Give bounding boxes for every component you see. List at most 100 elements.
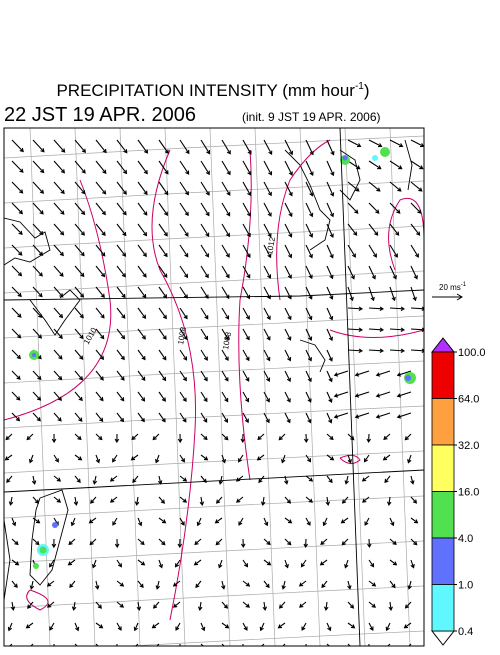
wind-vector xyxy=(195,580,202,589)
colorbar-label: 32.0 xyxy=(458,440,479,452)
wind-vector xyxy=(73,496,79,506)
wind-vector xyxy=(305,202,314,218)
wind-vector xyxy=(53,349,63,360)
wind-vector xyxy=(137,517,143,527)
wind-vector xyxy=(347,265,355,280)
wind-vector xyxy=(133,622,139,632)
wind-vector xyxy=(116,412,125,423)
wind-vector xyxy=(137,328,146,340)
wind-vector xyxy=(347,160,361,170)
wind-vector xyxy=(384,475,391,484)
wind-vector xyxy=(242,307,250,320)
wind-vector xyxy=(179,370,187,382)
wind-vector xyxy=(368,202,380,214)
colorbar-label: 1.0 xyxy=(458,580,473,592)
wind-vector xyxy=(263,412,270,424)
wind-vector xyxy=(158,496,165,504)
wind-vector xyxy=(389,265,397,280)
wind-vector xyxy=(256,454,265,461)
wind-vector xyxy=(354,412,370,419)
wind-vector xyxy=(179,349,188,361)
wind-vector xyxy=(179,517,185,526)
wind-vector xyxy=(344,475,349,485)
wind-vector xyxy=(284,307,292,321)
wind-vector xyxy=(89,538,97,546)
wind-vector xyxy=(262,601,268,611)
wind-vector xyxy=(95,307,105,319)
grid-line xyxy=(4,450,424,474)
wind-vector xyxy=(179,328,188,341)
wind-vector xyxy=(242,349,250,362)
wind-vector xyxy=(199,496,205,506)
wind-vector xyxy=(301,622,307,631)
wind-vector xyxy=(263,370,271,382)
wind-vector xyxy=(347,454,352,464)
vector-scale: 20 ms-1 xyxy=(439,282,467,292)
wind-vector xyxy=(347,580,352,590)
wind-vector xyxy=(95,643,99,646)
wind-vector xyxy=(130,454,139,461)
valid-time: 22 JST 19 APR. 2006 xyxy=(4,104,196,126)
wind-vector xyxy=(319,559,328,566)
wind-vector xyxy=(95,433,103,441)
wind-vector xyxy=(53,412,62,422)
wind-vector xyxy=(53,454,59,463)
wind-vector xyxy=(116,160,128,175)
wind-vector xyxy=(116,244,127,257)
wind-vector xyxy=(410,538,418,546)
wind-vector xyxy=(74,349,84,360)
wind-vector xyxy=(95,349,105,361)
wind-vector xyxy=(11,580,18,588)
wind-vector xyxy=(410,496,418,504)
wind-vector xyxy=(53,496,62,503)
wind-vector xyxy=(221,307,230,320)
wind-vector xyxy=(11,559,20,566)
wind-vector xyxy=(305,160,314,177)
wind-vector xyxy=(221,601,229,609)
wind-vector xyxy=(137,391,146,402)
wind-vector xyxy=(368,559,375,568)
wind-vector xyxy=(158,265,168,278)
wind-vector xyxy=(95,391,104,402)
contour-label: 1012 xyxy=(265,236,277,256)
wind-vector xyxy=(242,265,251,279)
wind-vector xyxy=(410,306,424,311)
wind-vector xyxy=(158,517,167,524)
wind-vector xyxy=(152,433,160,441)
wind-vector xyxy=(109,475,118,482)
wind-vector xyxy=(53,307,64,319)
contour-label: 1008 xyxy=(221,331,233,351)
grid-line xyxy=(209,128,231,646)
wind-vector xyxy=(32,139,45,153)
wind-vector xyxy=(74,223,85,236)
wind-vector xyxy=(284,181,293,197)
wind-vector xyxy=(278,433,286,441)
colorbar-over xyxy=(430,337,456,353)
wind-vector xyxy=(389,202,401,214)
wind-vector xyxy=(410,475,415,485)
wind-vector xyxy=(368,348,385,353)
wind-vector xyxy=(326,412,333,424)
wind-vector xyxy=(299,601,307,608)
wind-vector xyxy=(32,412,41,422)
wind-vector xyxy=(300,559,307,568)
wind-vector xyxy=(347,327,364,332)
wind-vector xyxy=(284,160,293,176)
wind-vector xyxy=(235,496,244,503)
wind-vector xyxy=(67,559,76,566)
wind-vector xyxy=(179,643,181,646)
wind-vector xyxy=(137,307,147,320)
wind-vector xyxy=(340,517,349,524)
wind-vector xyxy=(152,601,160,609)
wind-vector xyxy=(305,328,313,341)
wind-vector xyxy=(200,349,208,361)
wind-vector xyxy=(218,475,224,485)
wind-vector xyxy=(347,181,360,192)
wind-vector xyxy=(7,622,13,632)
wind-vector xyxy=(263,265,272,279)
wind-vector xyxy=(368,265,376,280)
wind-vector xyxy=(333,370,349,377)
wind-vector xyxy=(368,643,370,646)
wind-vector xyxy=(11,244,23,256)
wind-vector xyxy=(388,601,393,611)
